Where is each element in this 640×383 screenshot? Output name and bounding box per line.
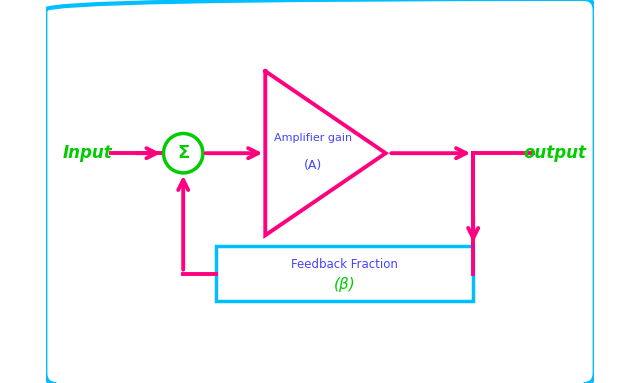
Text: (β): (β) [333, 277, 355, 292]
Text: Σ: Σ [177, 144, 189, 162]
Text: (A): (A) [304, 159, 323, 172]
Text: Amplifier gain: Amplifier gain [275, 133, 353, 143]
Text: Input: Input [63, 144, 113, 162]
Text: output: output [524, 144, 587, 162]
Text: Feedback Fraction: Feedback Fraction [291, 258, 398, 271]
FancyBboxPatch shape [216, 246, 473, 301]
